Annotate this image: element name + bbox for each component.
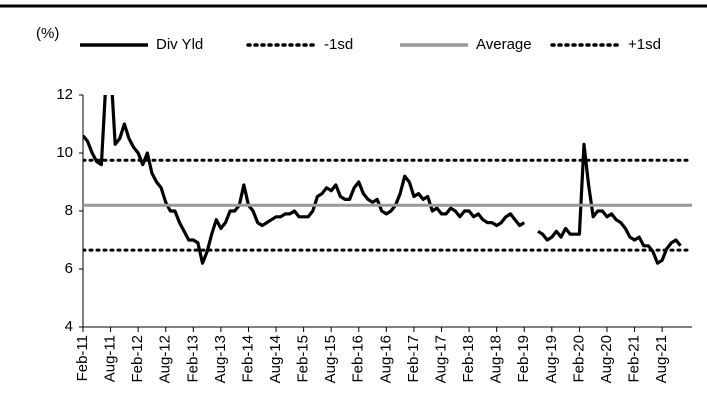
y-tick-label: 8 xyxy=(65,202,73,219)
x-tick-label: Feb-17 xyxy=(405,335,422,383)
x-tick-label: Feb-20 xyxy=(570,335,587,383)
x-tick-label: Aug-14 xyxy=(267,335,284,383)
y-tick-label: 12 xyxy=(56,86,73,103)
x-tick-label: Aug-13 xyxy=(212,335,229,383)
x-tick-label: Aug-15 xyxy=(322,335,339,383)
y-axis-label: (%) xyxy=(36,25,59,42)
x-tick-label: Aug-12 xyxy=(157,335,174,383)
x-tick-label: Feb-11 xyxy=(74,335,91,381)
y-tick-label: 6 xyxy=(65,260,73,277)
x-tick-label: Aug-16 xyxy=(377,335,394,383)
x-tick-label: Feb-19 xyxy=(515,335,532,383)
legend-label: +1sd xyxy=(628,36,661,53)
x-tick-label: Feb-12 xyxy=(129,335,146,383)
x-tick-label: Aug-19 xyxy=(543,335,560,383)
series-line xyxy=(83,95,682,265)
x-tick-label: Aug-20 xyxy=(598,335,615,383)
x-tick-label: Feb-16 xyxy=(350,335,367,383)
x-tick-label: Feb-15 xyxy=(295,335,312,383)
y-tick-label: 10 xyxy=(56,144,73,161)
x-tick-label: Aug-11 xyxy=(102,335,119,382)
legend-label: -1sd xyxy=(324,36,353,53)
x-tick-label: Feb-13 xyxy=(184,335,201,383)
x-tick-label: Aug-18 xyxy=(488,335,505,383)
x-tick-label: Feb-18 xyxy=(460,335,477,383)
plot-area xyxy=(83,95,693,265)
legend-label: Average xyxy=(476,36,532,53)
legend-label: Div Yld xyxy=(156,36,203,53)
x-tick-label: Feb-14 xyxy=(239,335,256,383)
x-tick-label: Aug-17 xyxy=(432,335,449,383)
x-tick-label: Feb-21 xyxy=(626,335,643,383)
x-tick-label: Aug-21 xyxy=(653,335,670,383)
y-tick-label: 4 xyxy=(65,318,73,335)
